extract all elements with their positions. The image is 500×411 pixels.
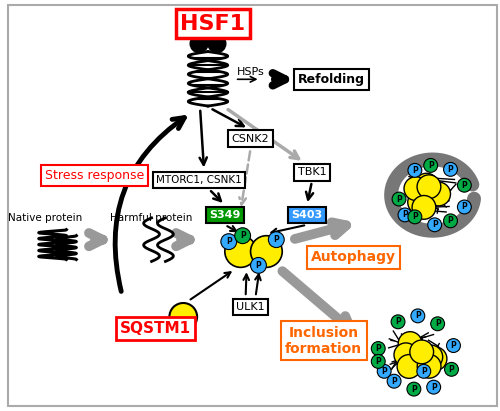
Circle shape bbox=[446, 339, 460, 353]
Text: P: P bbox=[431, 383, 436, 392]
Text: Stress response: Stress response bbox=[44, 169, 144, 182]
Text: P: P bbox=[415, 312, 420, 320]
Circle shape bbox=[394, 343, 418, 367]
Circle shape bbox=[201, 33, 215, 46]
Circle shape bbox=[408, 164, 422, 177]
Circle shape bbox=[417, 175, 441, 199]
Text: Native protein: Native protein bbox=[8, 213, 82, 223]
Text: SQSTM1: SQSTM1 bbox=[120, 321, 191, 336]
Circle shape bbox=[426, 182, 450, 206]
Text: Harmful protein: Harmful protein bbox=[110, 213, 193, 223]
Text: P: P bbox=[376, 344, 381, 353]
Text: ULK1: ULK1 bbox=[236, 302, 265, 312]
Text: P: P bbox=[462, 181, 467, 190]
Circle shape bbox=[444, 363, 458, 376]
Circle shape bbox=[250, 257, 266, 273]
Circle shape bbox=[417, 354, 441, 378]
Circle shape bbox=[423, 347, 447, 371]
Circle shape bbox=[398, 208, 412, 222]
Text: P: P bbox=[226, 237, 232, 246]
Circle shape bbox=[407, 382, 421, 396]
Text: P: P bbox=[411, 385, 417, 394]
Circle shape bbox=[430, 317, 444, 331]
Text: P: P bbox=[450, 341, 456, 350]
Circle shape bbox=[407, 180, 431, 204]
Circle shape bbox=[387, 374, 401, 388]
Text: P: P bbox=[462, 203, 467, 212]
Text: HSPs: HSPs bbox=[236, 67, 264, 77]
Text: Refolding: Refolding bbox=[298, 73, 365, 86]
Text: P: P bbox=[421, 367, 426, 376]
Circle shape bbox=[372, 342, 385, 356]
Circle shape bbox=[424, 159, 438, 172]
Circle shape bbox=[458, 178, 471, 192]
Circle shape bbox=[458, 200, 471, 214]
Circle shape bbox=[444, 162, 458, 176]
Text: TBK1: TBK1 bbox=[298, 167, 326, 177]
Circle shape bbox=[412, 196, 436, 219]
Circle shape bbox=[268, 232, 284, 247]
Circle shape bbox=[378, 365, 391, 378]
Circle shape bbox=[208, 35, 226, 53]
Text: P: P bbox=[448, 216, 454, 225]
Circle shape bbox=[411, 309, 425, 323]
Text: P: P bbox=[382, 367, 387, 376]
Text: P: P bbox=[402, 210, 408, 219]
Text: P: P bbox=[376, 357, 381, 366]
Circle shape bbox=[392, 192, 406, 206]
Circle shape bbox=[414, 173, 438, 197]
Text: Autophagy: Autophagy bbox=[311, 250, 396, 264]
Circle shape bbox=[221, 234, 236, 249]
Circle shape bbox=[417, 365, 430, 378]
Circle shape bbox=[398, 332, 422, 356]
Text: P: P bbox=[395, 317, 401, 326]
Text: MTORC1, CSNK1: MTORC1, CSNK1 bbox=[156, 175, 242, 185]
Circle shape bbox=[250, 236, 282, 268]
Text: P: P bbox=[412, 212, 418, 222]
Text: P: P bbox=[428, 161, 434, 170]
Circle shape bbox=[427, 380, 440, 394]
Circle shape bbox=[408, 190, 432, 214]
Circle shape bbox=[408, 210, 422, 224]
Text: P: P bbox=[448, 365, 454, 374]
Text: P: P bbox=[448, 165, 454, 174]
Circle shape bbox=[410, 340, 434, 364]
FancyBboxPatch shape bbox=[8, 5, 497, 406]
Text: P: P bbox=[432, 220, 438, 229]
Text: S349: S349 bbox=[209, 210, 240, 220]
Circle shape bbox=[444, 214, 458, 228]
Circle shape bbox=[419, 345, 442, 369]
Circle shape bbox=[190, 35, 208, 53]
Text: HSF1: HSF1 bbox=[180, 14, 246, 34]
Circle shape bbox=[372, 354, 385, 368]
Text: P: P bbox=[396, 194, 402, 203]
Circle shape bbox=[391, 315, 405, 329]
Text: S403: S403 bbox=[292, 210, 322, 220]
Circle shape bbox=[404, 177, 428, 201]
Circle shape bbox=[225, 236, 256, 268]
Text: P: P bbox=[256, 261, 262, 270]
Circle shape bbox=[397, 355, 421, 379]
Text: P: P bbox=[412, 166, 418, 175]
Text: CSNK2: CSNK2 bbox=[232, 134, 270, 144]
Text: P: P bbox=[240, 231, 246, 240]
Circle shape bbox=[234, 228, 250, 244]
Circle shape bbox=[411, 351, 434, 375]
Text: P: P bbox=[274, 235, 279, 244]
Text: P: P bbox=[391, 377, 397, 386]
Circle shape bbox=[428, 218, 442, 232]
Text: Inclusion
formation: Inclusion formation bbox=[285, 326, 362, 356]
Text: P: P bbox=[435, 319, 440, 328]
Circle shape bbox=[170, 303, 197, 331]
